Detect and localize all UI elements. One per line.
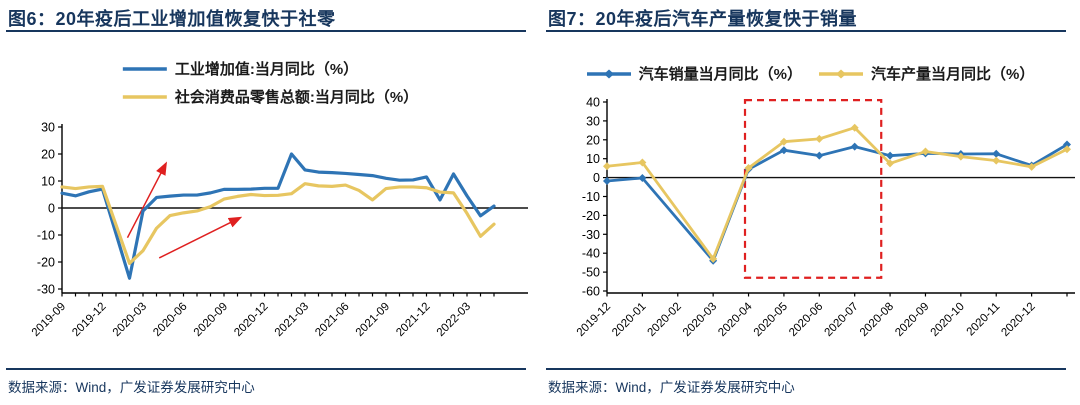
- series-point-marker: [1063, 140, 1071, 149]
- series-point-marker: [815, 134, 824, 143]
- series-point-marker: [886, 159, 895, 168]
- series-point-marker: [815, 151, 824, 160]
- x-tick-label: 2021-12: [394, 301, 432, 339]
- series-point-marker: [638, 173, 647, 182]
- figure-6: 图6：20年疫后工业增加值恢复快于社零 工业增加值:当月同比（%） 社会消费品零售…: [6, 9, 528, 395]
- y-tick-label: -20: [37, 256, 55, 270]
- series-point-marker: [850, 142, 859, 151]
- x-tick-label: 2019-09: [30, 301, 68, 339]
- y-tick-label: -30: [37, 283, 55, 297]
- y-tick-label: -10: [37, 229, 55, 243]
- series-point-marker: [709, 254, 718, 263]
- legend-item: 工业增加值:当月同比（%）: [122, 58, 358, 79]
- y-tick-label: 20: [41, 148, 55, 162]
- series-point-marker: [992, 149, 1001, 158]
- title-underline: [546, 30, 1066, 32]
- series-line: [60, 152, 496, 280]
- y-tick-label: 20: [586, 133, 600, 147]
- y-tick-label: 30: [586, 114, 600, 128]
- x-tick-label: 2020-03: [681, 301, 719, 339]
- x-tick-label: 2019-12: [70, 301, 108, 339]
- x-tick-label: 2021-03: [273, 301, 311, 339]
- legend-label: 社会消费品零售总额:当月同比（%）: [174, 89, 419, 106]
- y-tick-label: 0: [593, 171, 600, 185]
- x-tick-label: 2020-12: [232, 301, 270, 339]
- source-divider: [6, 368, 526, 370]
- x-tick-label: 2020-06: [787, 301, 825, 339]
- series-point-marker: [638, 158, 647, 167]
- legend-marker-diamond: [836, 69, 846, 78]
- series-point-marker: [603, 162, 611, 171]
- legend-swatch-line: [122, 94, 167, 99]
- legend-swatch-line: [586, 69, 631, 78]
- series-point-marker: [886, 151, 895, 160]
- chart-legend: 汽车销量当月同比（%） 汽车产量当月同比（%）: [540, 63, 1080, 84]
- series-point-marker: [921, 147, 930, 156]
- legend-marker-diamond: [603, 69, 614, 78]
- y-tick-label: -60: [582, 285, 600, 299]
- legend-swatch-line: [122, 66, 167, 71]
- x-tick-label: 2020-07: [822, 301, 860, 339]
- y-tick-label: 10: [41, 175, 55, 189]
- title-underline: [6, 30, 526, 32]
- legend-label: 汽车产量当月同比（%）: [871, 66, 1035, 83]
- y-tick-label: -30: [582, 228, 600, 242]
- figure-title: 图7：20年疫后汽车产量恢复快于销量: [548, 9, 858, 29]
- chart-legend: 工业增加值:当月同比（%） 社会消费品零售总额:当月同比（%）: [122, 58, 418, 107]
- legend-item: 社会消费品零售总额:当月同比（%）: [122, 86, 418, 107]
- x-tick-label: 2020-09: [192, 301, 230, 339]
- y-tick-label: 10: [586, 152, 600, 166]
- y-tick-label: -50: [582, 266, 600, 280]
- x-tick-label: 2020-11: [965, 301, 1003, 339]
- series-line: [605, 126, 1069, 261]
- x-tick-label: 2020-10: [929, 301, 967, 339]
- series-point-marker: [603, 177, 611, 186]
- x-tick-label: 2020-04: [716, 300, 755, 339]
- series-point-marker: [744, 163, 753, 172]
- x-tick-label: 2021-06: [313, 301, 351, 339]
- figure-title: 图6：20年疫后工业增加值恢复快于社零: [8, 9, 336, 29]
- series-point-marker: [779, 137, 788, 146]
- x-tick-label: 2021-09: [354, 301, 392, 339]
- legend-item: 汽车销量当月同比（%）: [586, 63, 802, 84]
- series-line: [60, 182, 496, 265]
- x-tick-label: 2022-03: [435, 301, 473, 339]
- series-point-marker: [1063, 145, 1071, 154]
- source-divider: [546, 368, 1066, 370]
- x-tick-label: 2020-09: [893, 301, 931, 339]
- x-tick-label: 2020-02: [646, 301, 684, 339]
- series-point-marker: [992, 156, 1001, 165]
- y-tick-label: -10: [582, 190, 600, 204]
- legend-label: 工业增加值:当月同比（%）: [174, 61, 359, 78]
- y-tick-label: 40: [586, 96, 600, 110]
- annotation-arrow: [158, 216, 243, 259]
- source-text: 数据来源：Wind，广发证券发展研究中心: [8, 380, 255, 395]
- y-tick-label: -40: [582, 247, 600, 261]
- chart-canvas: 403020100-10-20-30-40-50-602019-122020-0…: [575, 96, 1075, 339]
- series-point-marker: [779, 146, 788, 155]
- series-point-marker: [956, 152, 965, 161]
- legend-item: 汽车产量当月同比（%）: [818, 63, 1034, 84]
- legend-label: 汽车销量当月同比（%）: [638, 66, 802, 83]
- x-tick-label: 2020-05: [752, 301, 790, 339]
- x-tick-label: 2020-08: [858, 301, 896, 339]
- figure-7: 图7：20年疫后汽车产量恢复快于销量 汽车销量当月同比（%） 汽车产量当月同比（%…: [540, 0, 1080, 405]
- source-text: 数据来源：Wind，广发证券发展研究中心: [548, 380, 795, 395]
- highlight-region-box: [743, 99, 883, 279]
- y-tick-label: 30: [41, 121, 55, 135]
- series-point-marker: [1027, 162, 1036, 171]
- x-tick-label: 2019-12: [575, 301, 613, 339]
- x-tick-label: 2020-06: [151, 301, 189, 339]
- y-tick-label: -20: [582, 209, 600, 223]
- legend-swatch-line: [819, 69, 863, 78]
- x-tick-label: 2020-12: [999, 301, 1037, 339]
- series-point-marker: [850, 123, 859, 132]
- x-tick-label: 2020-03: [111, 301, 149, 339]
- annotation-arrow: [126, 161, 167, 239]
- y-tick-label: 0: [48, 202, 55, 216]
- x-tick-label: 2020-01: [610, 301, 648, 339]
